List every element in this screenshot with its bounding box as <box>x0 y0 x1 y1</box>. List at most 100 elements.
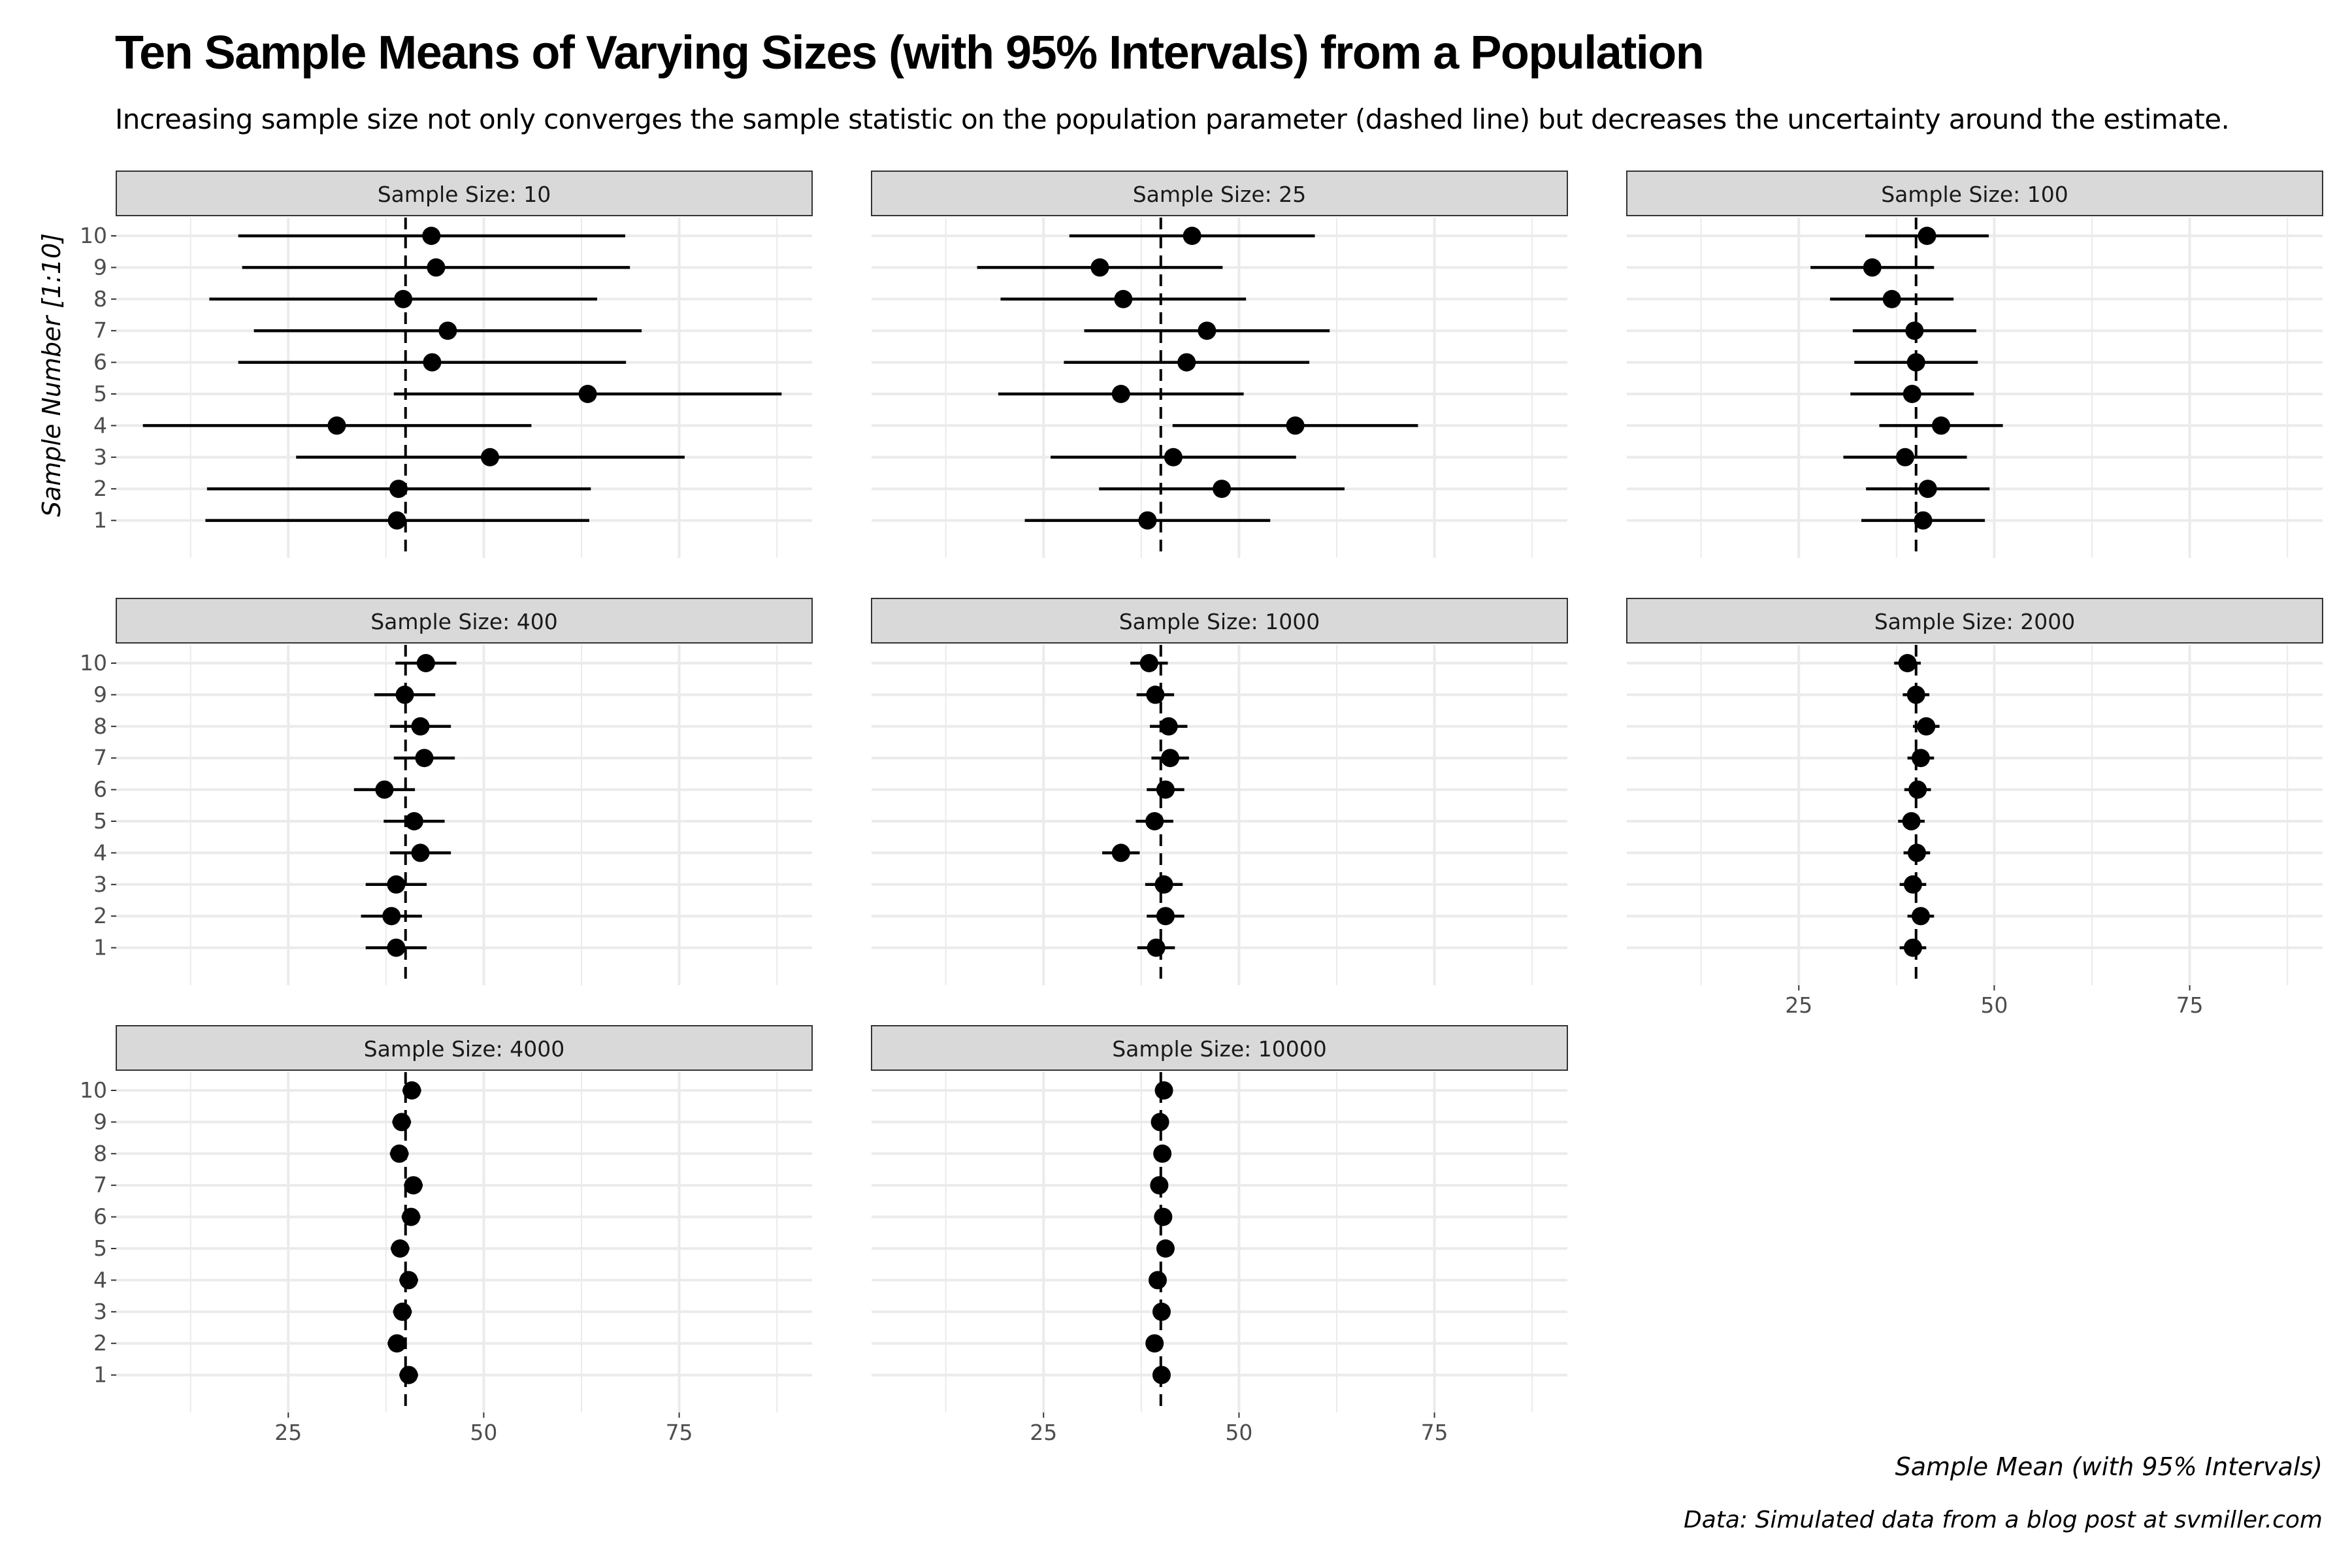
sample-mean-point <box>1906 353 1925 372</box>
sample-mean-point <box>411 843 430 862</box>
y-tick-label: 8 <box>93 713 107 739</box>
y-tick-label: 9 <box>93 1109 107 1134</box>
sample-mean-point <box>1156 1239 1175 1258</box>
sample-mean-point <box>480 448 499 466</box>
sample-mean-point <box>382 907 401 926</box>
sample-mean-point <box>1932 416 1951 435</box>
sample-mean-point <box>1147 938 1166 957</box>
facet-panel: Sample Size: 100 <box>1626 171 2323 558</box>
facet-panel: Sample Size: 1000 <box>871 598 1568 985</box>
sample-mean-point <box>327 416 346 435</box>
sample-mean-point <box>389 480 408 498</box>
sample-mean-point <box>1156 780 1175 799</box>
y-tick-label: 5 <box>93 808 107 834</box>
facet-strip-label: Sample Size: 4000 <box>364 1036 565 1062</box>
sample-mean-point <box>387 938 406 957</box>
x-tick-label: 25 <box>1030 1420 1057 1445</box>
sample-mean-point <box>1164 448 1183 466</box>
facet-panel: Sample Size: 25 <box>871 171 1568 558</box>
sample-mean-point <box>375 780 394 799</box>
y-tick-label: 10 <box>80 1077 107 1103</box>
facet-strip-label: Sample Size: 2000 <box>1874 609 2076 634</box>
sample-mean-point <box>1111 843 1130 862</box>
x-tick-label: 75 <box>2176 992 2204 1018</box>
y-tick-label: 10 <box>80 223 107 248</box>
sample-mean-point <box>1150 1176 1169 1195</box>
x-tick-label: 75 <box>666 1420 693 1445</box>
sample-mean-point <box>1902 812 1921 830</box>
facet-strip <box>116 171 813 216</box>
sample-mean-point <box>394 289 413 308</box>
sample-mean-point <box>1156 907 1175 926</box>
sample-mean-point <box>1213 480 1232 498</box>
sample-mean-point <box>1905 321 1924 340</box>
y-tick-label: 3 <box>93 444 107 470</box>
facet-strip-label: Sample Size: 100 <box>1881 182 2068 207</box>
facet-strip-label: Sample Size: 1000 <box>1119 609 1320 634</box>
facet-strip <box>871 1025 1568 1071</box>
caption: Data: Simulated data from a blog post at… <box>1684 1507 2323 1533</box>
sample-mean-point <box>1111 385 1130 403</box>
y-tick-label: 2 <box>93 1330 107 1356</box>
y-tick-label: 10 <box>80 650 107 676</box>
sample-mean-point <box>1286 416 1305 435</box>
sample-mean-point <box>1863 258 1882 277</box>
sample-mean-point <box>1177 353 1196 372</box>
sample-mean-point <box>402 1081 421 1100</box>
y-tick-label: 4 <box>93 1267 107 1292</box>
sample-mean-point <box>423 353 442 372</box>
y-tick-label: 5 <box>93 1235 107 1261</box>
y-tick-label: 6 <box>93 777 107 802</box>
sample-mean-point <box>1154 1207 1173 1226</box>
sample-mean-point <box>399 1271 418 1290</box>
sample-mean-point <box>1896 448 1914 466</box>
sample-mean-point <box>393 1302 412 1321</box>
facet-strip <box>1626 171 2323 216</box>
facet-strip <box>116 1025 813 1071</box>
sample-mean-point <box>1918 227 1936 245</box>
x-tick-label: 50 <box>1980 992 2008 1018</box>
y-tick-label: 4 <box>93 840 107 865</box>
y-tick-label: 9 <box>93 681 107 707</box>
y-tick-label: 1 <box>93 1362 107 1388</box>
y-tick-label: 1 <box>93 508 107 533</box>
y-tick-label: 2 <box>93 903 107 928</box>
sample-mean-point <box>415 749 434 768</box>
sample-mean-point <box>1153 1144 1172 1163</box>
sample-mean-point <box>404 812 423 830</box>
facet-panel: Sample Size: 2000 25 50 75 <box>1626 598 2323 1018</box>
sample-mean-point <box>1151 1113 1169 1132</box>
sample-mean-point <box>402 1207 421 1226</box>
y-tick-label: 3 <box>93 1299 107 1324</box>
sample-mean-point <box>1198 321 1217 340</box>
facet-strip-label: Sample Size: 25 <box>1133 182 1307 207</box>
sample-mean-point <box>416 654 435 672</box>
sample-mean-point <box>427 258 446 277</box>
sample-mean-point <box>1918 480 1937 498</box>
facet-strip-label: Sample Size: 10000 <box>1112 1036 1327 1062</box>
sample-mean-point <box>1152 1302 1171 1321</box>
sample-mean-point <box>1911 749 1930 768</box>
sample-mean-point <box>422 227 441 245</box>
sample-mean-point <box>1159 717 1178 736</box>
y-tick-label: 7 <box>93 318 107 343</box>
sample-mean-point <box>1907 843 1926 862</box>
x-axis-title: Sample Mean (with 95% Intervals) <box>1895 1452 2323 1481</box>
facet-strip <box>1626 598 2323 644</box>
x-tick-label: 25 <box>1785 992 1812 1018</box>
sample-mean-point <box>387 1334 406 1353</box>
sample-mean-point <box>1114 289 1133 308</box>
facet-panel: Sample Size: 400 1 2 3 4 5 6 7 8 9 10 <box>80 598 813 985</box>
sample-mean-point <box>1148 1271 1167 1290</box>
sample-mean-point <box>395 685 414 704</box>
sample-mean-point <box>1882 289 1901 308</box>
sample-mean-point <box>1145 1334 1164 1353</box>
y-tick-label: 3 <box>93 872 107 897</box>
chart-title: Ten Sample Means of Varying Sizes (with … <box>115 27 1705 79</box>
sample-mean-point <box>1906 685 1925 704</box>
sample-mean-point <box>1152 1365 1171 1384</box>
facet-strip-label: Sample Size: 10 <box>378 182 551 207</box>
sample-mean-point <box>411 717 430 736</box>
x-tick-label: 75 <box>1421 1420 1448 1445</box>
